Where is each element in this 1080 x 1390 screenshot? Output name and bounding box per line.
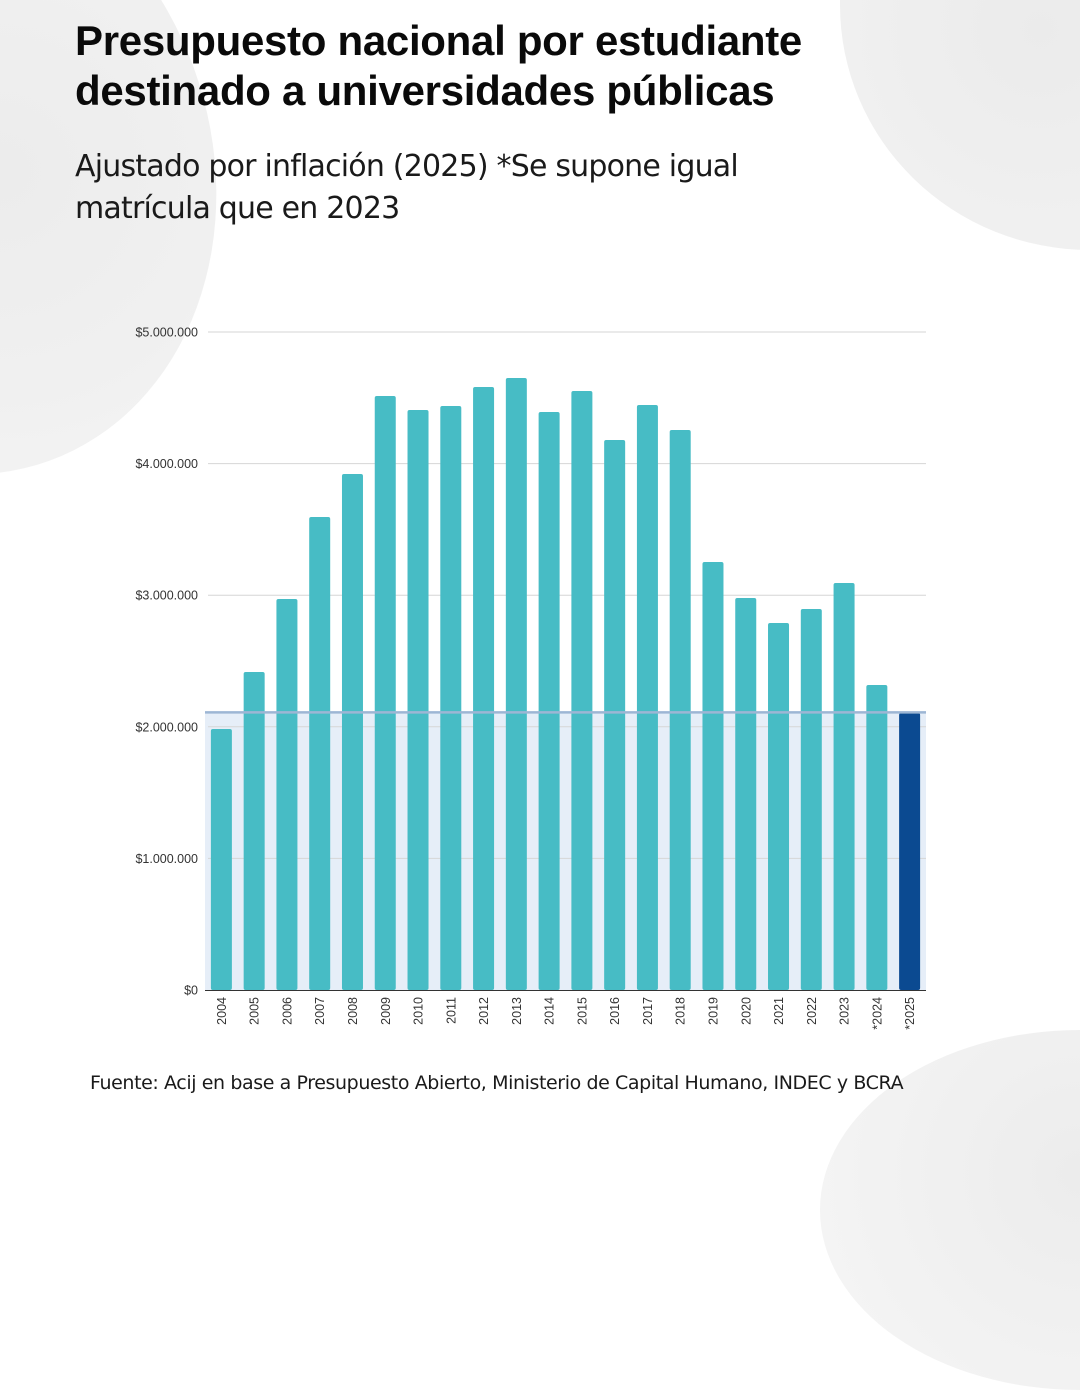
x-tick-label: 2006 (280, 997, 294, 1025)
chart-subtitle: Ajustado por inflación (2025) *Se supone… (75, 146, 975, 230)
chart-title: Presupuesto nacional por estudiante dest… (75, 16, 1035, 116)
bar (866, 684, 888, 990)
bar (669, 430, 691, 990)
x-tick-label: 2007 (313, 997, 327, 1025)
bar (276, 599, 298, 990)
bar (374, 395, 396, 990)
x-tick-label: 2014 (543, 997, 557, 1025)
y-tick-label: $3.000.000 (135, 589, 198, 603)
bar (341, 473, 363, 990)
bar (768, 622, 790, 990)
bar (309, 517, 331, 990)
bar (473, 387, 495, 990)
bar (407, 410, 429, 990)
y-tick-label: $4.000.000 (135, 457, 198, 471)
bar (505, 378, 527, 990)
chart-title-line-1: Presupuesto nacional por estudiante (75, 17, 802, 64)
source-footer: Fuente: Acij en base a Presupuesto Abier… (90, 1072, 904, 1094)
x-axis-labels: 2004 2005 2006 2007 2008 2009 2010 2011 2012 2013… (215, 997, 917, 1030)
chart-subtitle-line-1: Ajustado por inflación (2025) *Se supone… (75, 149, 739, 184)
x-tick-label: 2023 (838, 997, 852, 1025)
x-tick-label: 2011 (444, 997, 458, 1024)
bar (899, 712, 921, 990)
chart-subtitle-line-2: matrícula que en 2023 (75, 191, 400, 226)
bar (702, 562, 724, 990)
bar (636, 405, 658, 991)
y-axis-ticks: $0 $1.000.000 $2.000.000 $3.000.000 $4.000.0… (135, 326, 198, 998)
y-tick-label: $0 (184, 984, 198, 998)
x-tick-label: 2015 (575, 997, 589, 1025)
bar (243, 672, 265, 990)
x-tick-label: 2004 (215, 997, 229, 1025)
y-tick-label: $2.000.000 (135, 720, 198, 734)
bar (800, 609, 822, 990)
x-tick-label: 2016 (608, 997, 622, 1025)
bars (210, 378, 921, 991)
x-tick-label: 2018 (674, 997, 688, 1025)
bar (210, 729, 232, 990)
bar (440, 405, 462, 990)
bar (571, 390, 593, 990)
x-tick-label: *2024 (870, 997, 884, 1030)
bar (833, 582, 855, 990)
x-tick-label: 2008 (346, 997, 360, 1025)
bar (538, 412, 560, 990)
bar (735, 597, 757, 990)
x-tick-label: 2021 (772, 997, 786, 1025)
y-tick-label: $5.000.000 (135, 326, 198, 340)
x-tick-label: 2012 (477, 997, 491, 1025)
bar-chart: $0 $1.000.000 $2.000.000 $3.000.000 $4.000.0… (135, 326, 926, 1030)
x-tick-label: 2020 (739, 997, 753, 1025)
x-tick-label: 2005 (248, 997, 262, 1025)
chart-title-line-2: destinado a universidades públicas (75, 67, 775, 114)
x-tick-label: 2022 (805, 997, 819, 1025)
bar (604, 440, 626, 991)
x-tick-label: 2013 (510, 997, 524, 1025)
x-tick-label: 2019 (706, 997, 720, 1025)
x-tick-label: 2017 (641, 997, 655, 1025)
x-tick-label: 2010 (412, 997, 426, 1025)
x-tick-label: *2025 (903, 997, 917, 1030)
y-tick-label: $1.000.000 (135, 852, 198, 866)
x-tick-label: 2009 (379, 997, 393, 1025)
